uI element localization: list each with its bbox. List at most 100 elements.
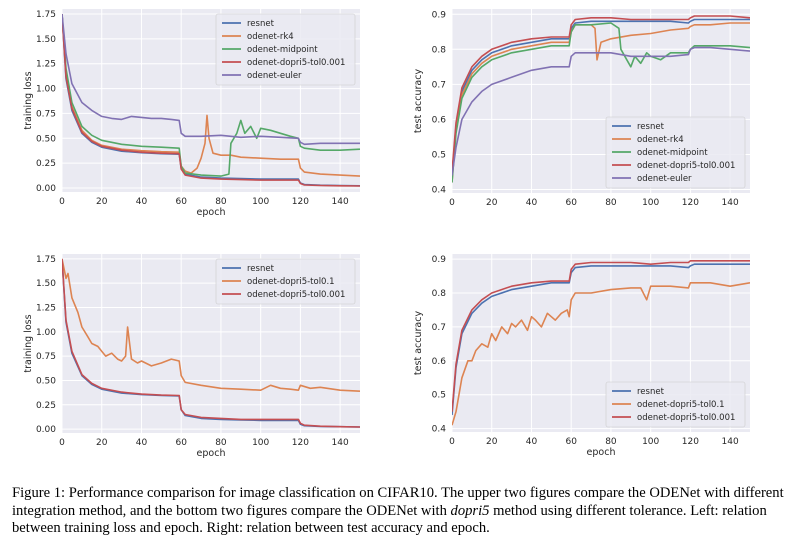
legend-entry: odenet-dopri5-tol0.001 xyxy=(637,413,735,423)
x-tick-label: 100 xyxy=(252,438,269,448)
y-tick-label: 0.50 xyxy=(36,134,56,144)
series-group xyxy=(452,15,750,183)
y-tick-label: 0.6 xyxy=(432,115,447,125)
legend-entry: odenet-rk4 xyxy=(247,32,294,42)
x-tick-label: 80 xyxy=(605,437,617,447)
series-line-odenet-rk4 xyxy=(62,13,360,177)
series-line-odenet-euler xyxy=(62,13,360,146)
x-axis-label: epoch xyxy=(197,448,226,459)
caption-method: dopri5 xyxy=(450,502,490,519)
figure-caption: Figure 1: Performance comparison for ima… xyxy=(12,485,788,538)
series-line-odenet-euler xyxy=(452,46,750,176)
series-line-odenet-dopri5-tol0.001 xyxy=(62,13,360,187)
y-tick-label: 1.25 xyxy=(36,304,56,314)
legend: resnet odenet-rk4 odenet-midpoint odenet-do… xyxy=(215,13,356,86)
series-group xyxy=(62,13,360,187)
x-tick-label: 80 xyxy=(215,197,227,207)
x-tick-label: 0 xyxy=(59,438,65,448)
x-tick-label: 140 xyxy=(722,437,739,447)
caption-suffix: method using different tolerance. Left: … xyxy=(12,502,767,537)
legend-entry: odenet-midpoint xyxy=(637,148,708,158)
y-tick-label: 0.4 xyxy=(432,185,447,195)
legend-entry: odenet-euler xyxy=(247,71,302,81)
x-tick-label: 40 xyxy=(526,198,538,208)
x-tick-label: 20 xyxy=(486,198,498,208)
x-tick-label: 140 xyxy=(332,438,349,448)
x-tick-label: 60 xyxy=(565,198,577,208)
y-tick-label: 0.50 xyxy=(36,376,56,386)
series-group xyxy=(452,259,750,426)
series-group xyxy=(62,258,360,428)
x-tick-label: 100 xyxy=(642,198,659,208)
series-line-odenet-dopri5-tol0.1 xyxy=(62,258,360,392)
y-tick-label: 0.7 xyxy=(432,80,446,90)
y-tick-label: 0.25 xyxy=(36,159,56,169)
y-tick-label: 0.9 xyxy=(432,255,447,265)
y-axis-label: training loss xyxy=(23,71,34,129)
legend-entry: odenet-dopri5-tol0.001 xyxy=(637,161,735,171)
y-axis-label: test accuracy xyxy=(413,69,424,134)
legend-entry: odenet-rk4 xyxy=(637,135,684,145)
legend-box xyxy=(605,381,746,428)
x-tick-label: 120 xyxy=(292,438,309,448)
caption-prefix: Figure 1: Performance comparison for ima… xyxy=(12,485,784,519)
x-axis-label: epoch xyxy=(587,447,616,458)
series-line-odenet-dopri5-tol0.001 xyxy=(452,259,750,412)
x-tick-label: 60 xyxy=(175,438,187,448)
y-tick-label: 0.75 xyxy=(36,352,56,362)
y-axis-label: training loss xyxy=(23,314,34,372)
y-tick-label: 1.75 xyxy=(36,255,56,265)
legend-entry: odenet-dopri5-tol0.1 xyxy=(247,277,335,287)
series-line-resnet xyxy=(452,18,750,176)
y-tick-label: 0.5 xyxy=(432,150,446,160)
figure: 0 20 40 60 80 100 120 1400.000.250.500.751.001.… xyxy=(23,9,750,459)
series-line-odenet-dopri5-tol0.001 xyxy=(452,15,750,173)
legend-entry: resnet xyxy=(247,264,275,274)
x-tick-label: 40 xyxy=(136,438,148,448)
x-tick-label: 20 xyxy=(96,197,108,207)
y-tick-label: 0.5 xyxy=(432,391,446,401)
x-tick-label: 100 xyxy=(642,437,659,447)
x-tick-label: 20 xyxy=(486,437,498,447)
x-tick-label: 80 xyxy=(605,198,617,208)
y-tick-label: 1.50 xyxy=(36,279,56,289)
legend-entry: odenet-dopri5-tol0.001 xyxy=(247,290,345,300)
x-tick-label: 60 xyxy=(565,437,577,447)
chart-top-right-test-accuracy: 0 20 40 60 80 100 120 140 0.4 0.5 0.6 0.7 0.8 0.9 test… xyxy=(413,9,750,208)
x-tick-label: 0 xyxy=(59,197,65,207)
x-tick-label: 140 xyxy=(332,197,349,207)
legend: resnet odenet-dopri5-tol0.1 odenet-dopri5-… xyxy=(605,381,746,428)
y-axis-label: test accuracy xyxy=(413,311,424,376)
y-tick-label: 0.8 xyxy=(432,289,447,299)
legend-entry: resnet xyxy=(637,122,665,132)
y-tick-label: 0.7 xyxy=(432,323,446,333)
legend-box xyxy=(605,116,746,189)
x-tick-label: 40 xyxy=(136,197,148,207)
x-tick-label: 0 xyxy=(449,437,455,447)
legend-entry: resnet xyxy=(247,19,275,29)
y-tick-label: 1.00 xyxy=(36,328,56,338)
y-tick-label: 1.25 xyxy=(36,60,56,70)
chart-bottom-right-test-accuracy: 0 20 40 60 80 100 120 140 0.4 0.5 0.6 0.7 0.8 0.9 epoc… xyxy=(413,254,750,458)
chart-bottom-left-training-loss: 0 20 40 60 80 100 120 140 0.00 0.25 0.50 0.75 1.00 1.… xyxy=(23,254,360,459)
y-tick-label: 1.00 xyxy=(36,85,56,95)
y-tick-label: 0.00 xyxy=(36,425,56,435)
legend-entry: odenet-dopri5-tol0.001 xyxy=(247,58,345,68)
legend-entry: odenet-dopri5-tol0.1 xyxy=(637,400,725,410)
x-tick-label: 80 xyxy=(215,438,227,448)
x-tick-label: 40 xyxy=(526,437,538,447)
y-tick-label: 0.6 xyxy=(432,357,447,367)
x-tick-label: 120 xyxy=(682,198,699,208)
legend: resnet odenet-dopri5-tol0.1 odenet-dopri5-… xyxy=(215,258,356,305)
x-tick-label: 120 xyxy=(682,437,699,447)
y-tick-label: 0.00 xyxy=(36,184,56,194)
y-tick-label: 0.25 xyxy=(36,401,56,411)
x-axis-label: epoch xyxy=(197,207,226,218)
y-tick-label: 1.50 xyxy=(36,35,56,45)
series-line-odenet-rk4 xyxy=(452,22,750,183)
y-tick-label: 0.8 xyxy=(432,45,447,55)
legend-entry: resnet xyxy=(637,387,665,397)
x-tick-label: 0 xyxy=(449,198,455,208)
legend-entry: odenet-euler xyxy=(637,174,692,184)
legend-entry: odenet-midpoint xyxy=(247,45,318,55)
